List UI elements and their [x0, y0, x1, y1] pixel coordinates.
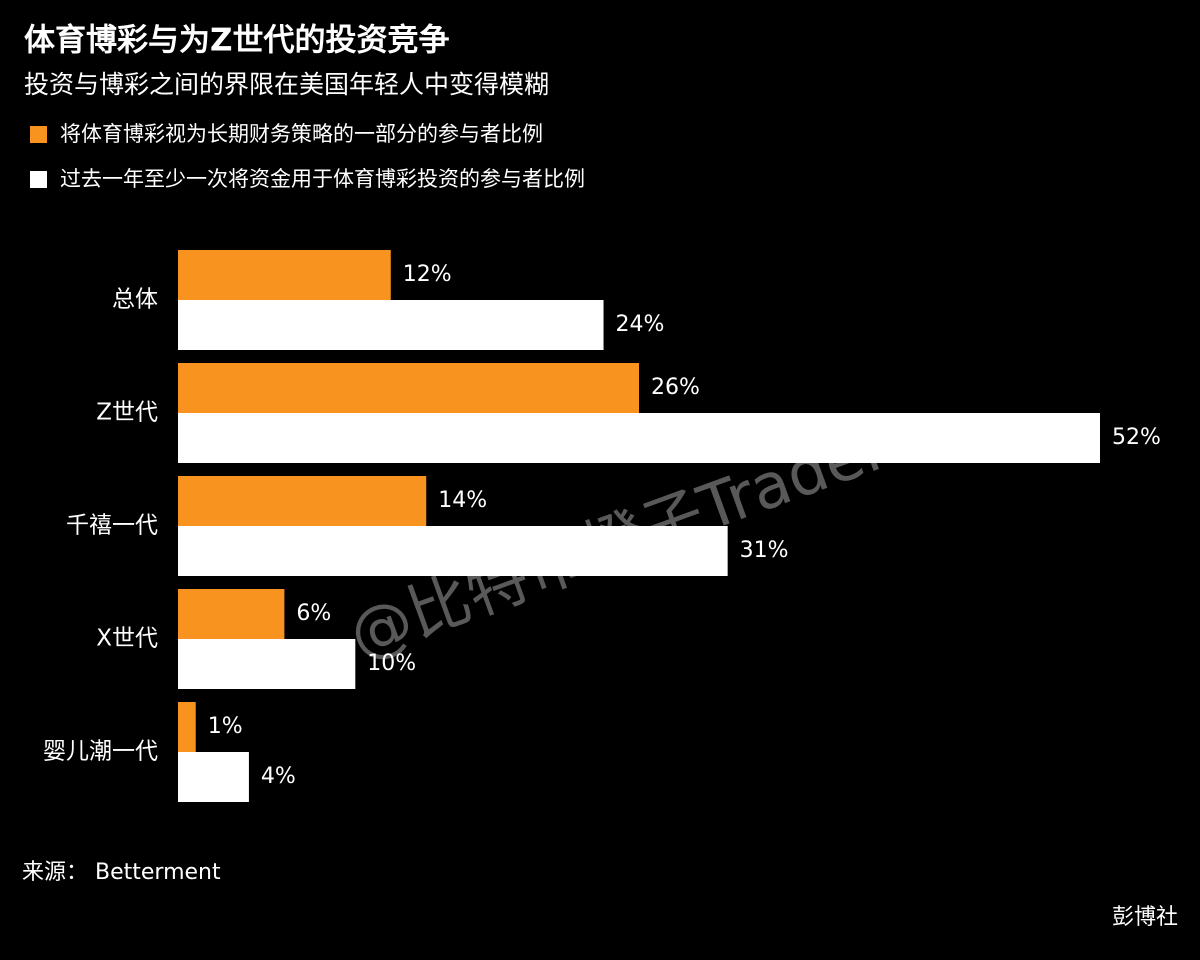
value-label: 4% [261, 764, 296, 789]
value-label: 31% [740, 538, 789, 563]
bar [178, 476, 427, 526]
y-tick-label: 婴儿潮一代 [43, 739, 158, 765]
credit: 彭博社 [1112, 905, 1178, 930]
bar [178, 752, 249, 802]
value-label: 12% [403, 262, 452, 287]
legend-label: 过去一年至少一次将资金用于体育博彩投资的参与者比例 [60, 167, 585, 191]
source: 来源： Betterment [22, 860, 221, 885]
value-label: 14% [438, 488, 487, 513]
value-label: 6% [296, 601, 331, 626]
legend-swatch [30, 171, 47, 188]
y-tick-label: 千禧一代 [66, 513, 158, 539]
bar [178, 413, 1100, 463]
bar [178, 639, 356, 689]
bar [178, 702, 196, 752]
y-tick-label: X世代 [96, 626, 158, 652]
legend-label: 将体育博彩视为长期财务策略的一部分的参与者比例 [60, 122, 543, 146]
bar [178, 589, 285, 639]
value-label: 52% [1112, 425, 1161, 450]
bar [178, 300, 604, 350]
bar [178, 526, 728, 576]
y-tick-label: 总体 [112, 287, 158, 313]
value-label: 26% [651, 375, 700, 400]
value-label: 1% [208, 714, 243, 739]
legend-swatch [30, 126, 47, 143]
value-label: 24% [616, 312, 665, 337]
chart-title: 体育博彩与为Z世代的投资竞争 [24, 23, 449, 59]
y-tick-label: Z世代 [96, 400, 158, 426]
value-label: 10% [367, 651, 416, 676]
chart-subtitle: 投资与博彩之间的界限在美国年轻人中变得模糊 [24, 70, 549, 99]
bar [178, 363, 639, 413]
bar [178, 250, 391, 300]
